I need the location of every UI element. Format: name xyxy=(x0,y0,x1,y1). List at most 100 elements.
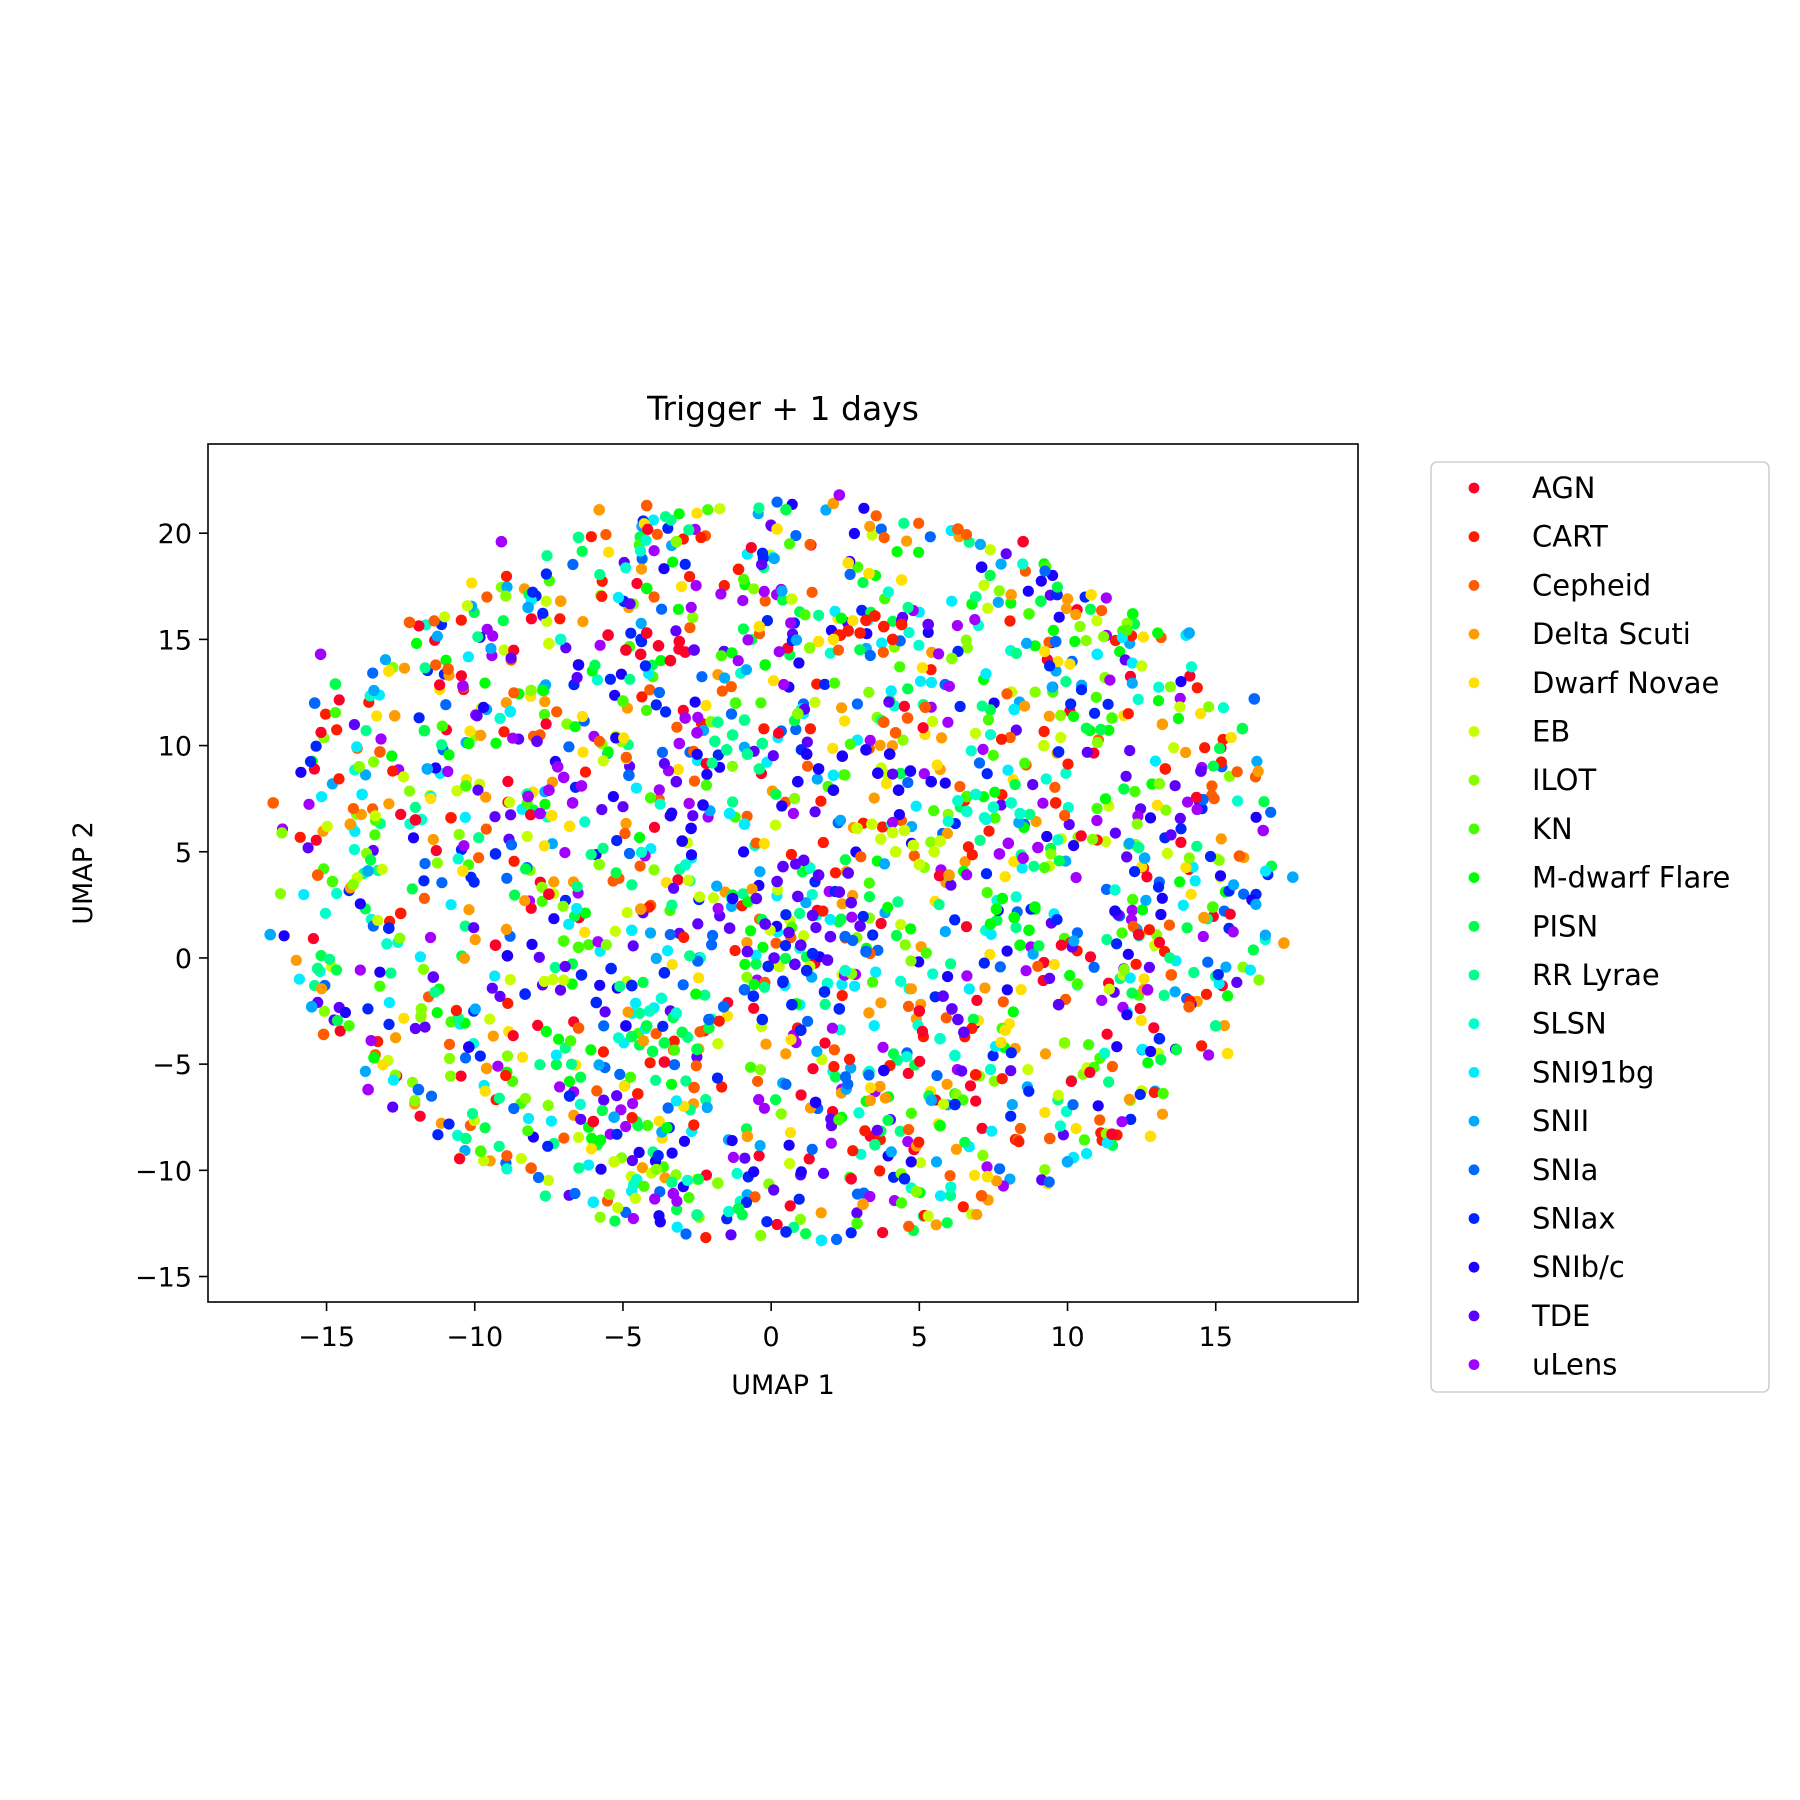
background-point xyxy=(1044,660,1056,672)
point-snia xyxy=(738,984,751,996)
background-point xyxy=(642,523,654,536)
background-point xyxy=(959,1136,971,1148)
background-point xyxy=(479,677,491,689)
point-agn xyxy=(543,888,555,900)
background-point xyxy=(817,836,829,849)
background-point xyxy=(1080,722,1092,734)
legend-marker-sniax xyxy=(1468,1213,1480,1224)
x-axis: −15 −10 −5 0 5 10 15 xyxy=(298,1302,1233,1353)
background-point xyxy=(661,1122,673,1134)
background-point xyxy=(771,496,783,508)
background-point xyxy=(644,792,657,804)
background-point xyxy=(1013,817,1025,829)
background-point xyxy=(942,815,954,827)
background-point xyxy=(711,880,723,892)
background-point xyxy=(944,1190,957,1202)
background-point xyxy=(603,546,615,558)
point-eb xyxy=(898,824,911,837)
background-point xyxy=(883,696,895,708)
point-cart xyxy=(860,614,872,627)
background-point xyxy=(464,725,476,737)
point-snib-c xyxy=(1109,905,1121,917)
point-pisn xyxy=(676,1026,688,1039)
background-point xyxy=(371,710,383,722)
point-slsn xyxy=(961,805,973,818)
background-point xyxy=(790,634,803,646)
background-point xyxy=(615,668,628,680)
background-point xyxy=(595,1163,607,1175)
point-tde xyxy=(670,775,683,788)
background-point xyxy=(304,756,317,768)
point-kn xyxy=(572,941,585,954)
background-point xyxy=(740,664,753,676)
point-tde xyxy=(1052,998,1065,1011)
background-point xyxy=(455,614,467,626)
background-point xyxy=(648,545,660,557)
background-point xyxy=(473,852,485,864)
background-point xyxy=(469,1003,481,1015)
background-point xyxy=(1174,876,1186,888)
background-point xyxy=(871,1124,883,1136)
background-point xyxy=(502,775,514,788)
background-point xyxy=(662,1102,674,1114)
background-point xyxy=(844,1053,856,1065)
legend-marker-ilot xyxy=(1468,774,1480,786)
background-point xyxy=(627,1179,640,1191)
point-ulens xyxy=(522,790,534,803)
point-eb xyxy=(608,1156,620,1168)
background-point xyxy=(600,939,613,951)
background-point xyxy=(691,507,703,519)
background-point xyxy=(833,916,845,928)
point-cepheid xyxy=(889,727,902,739)
background-point xyxy=(665,514,677,526)
background-point xyxy=(901,1051,913,1063)
point-sni91bg xyxy=(738,818,751,830)
background-point xyxy=(885,1146,897,1158)
background-point xyxy=(369,829,381,841)
background-point xyxy=(541,550,553,562)
background-point xyxy=(1039,645,1051,658)
background-point xyxy=(414,951,426,963)
background-point xyxy=(880,778,893,790)
background-point xyxy=(302,842,314,854)
background-point xyxy=(776,585,788,597)
background-point xyxy=(779,940,792,952)
background-point xyxy=(772,884,784,896)
background-point xyxy=(1191,682,1203,694)
background-point xyxy=(498,644,510,656)
background-point xyxy=(519,895,531,907)
background-point xyxy=(1111,1041,1123,1053)
background-point xyxy=(598,1094,610,1106)
background-point xyxy=(845,1227,857,1239)
point-ulens xyxy=(1002,837,1015,850)
background-point xyxy=(623,847,636,860)
point-sni91bg xyxy=(626,924,638,937)
background-point xyxy=(699,989,711,1001)
background-point xyxy=(1039,1164,1051,1176)
background-point xyxy=(419,858,431,870)
background-point xyxy=(961,970,973,982)
background-point xyxy=(995,558,1007,570)
point-eb xyxy=(934,835,946,847)
background-point xyxy=(1200,988,1213,1000)
background-point xyxy=(983,825,995,837)
legend-label-kn: KN xyxy=(1532,812,1573,846)
background-point xyxy=(692,918,704,930)
background-point xyxy=(487,630,499,642)
x-tick-label: −15 xyxy=(298,1322,355,1353)
background-point xyxy=(536,895,548,908)
background-point xyxy=(867,976,879,988)
background-point xyxy=(684,950,696,962)
background-point xyxy=(1041,830,1053,843)
background-point xyxy=(851,1207,863,1219)
background-point xyxy=(863,1007,875,1019)
background-point xyxy=(1165,829,1177,841)
background-point xyxy=(620,817,632,830)
point-cepheid xyxy=(640,499,653,512)
background-point xyxy=(949,914,961,926)
background-point xyxy=(621,907,633,919)
background-point xyxy=(554,984,567,996)
background-point xyxy=(481,591,493,603)
background-point xyxy=(500,590,512,602)
legend-marker-kn xyxy=(1468,823,1480,835)
